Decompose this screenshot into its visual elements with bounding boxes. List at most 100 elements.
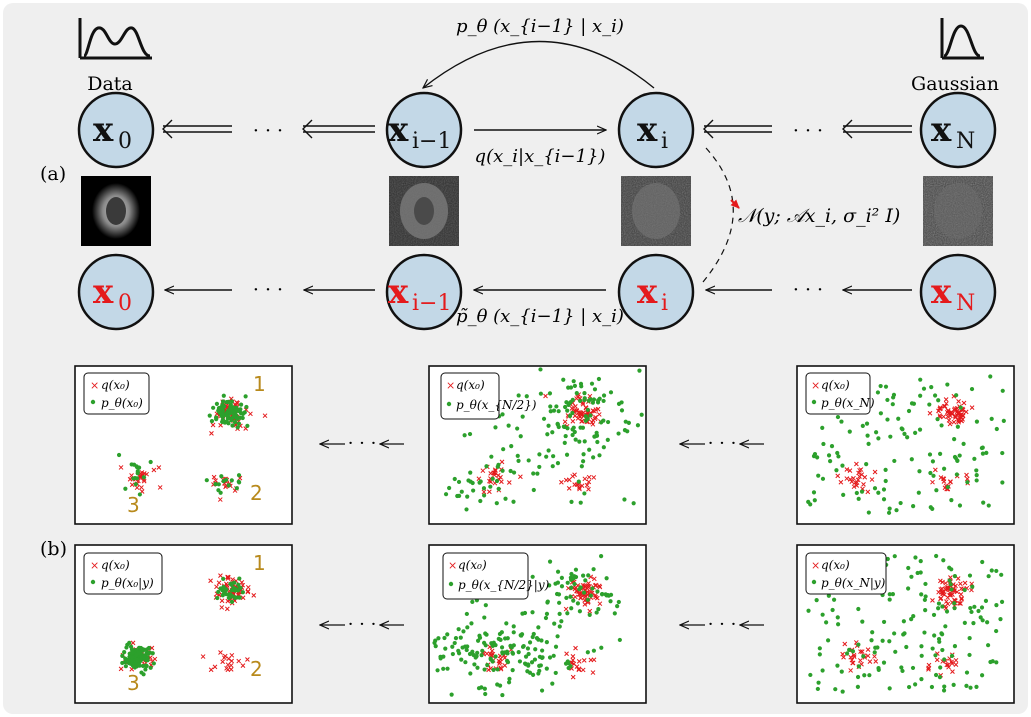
green-sample-marker [919,677,924,682]
green-sample-marker [235,425,240,430]
green-sample-marker [985,620,990,625]
green-sample-marker [970,584,975,589]
red-sample-marker [944,662,950,668]
red-sample-marker [946,418,952,423]
red-sample-marker [499,459,505,465]
node-top-xN: x N [919,91,997,169]
green-sample-marker [461,629,466,634]
cluster-number-2: 2 [250,657,263,681]
red-sample-marker [229,658,234,664]
green-sample-marker [224,592,229,597]
panel-label-a: (a) [40,163,66,185]
legend-q-label: q(x₀) [821,558,850,572]
green-sample-marker [608,390,614,395]
red-sample-marker [586,479,592,485]
green-sample-marker [589,381,595,386]
red-sample-marker [945,601,951,607]
likelihood-dashed-curve [702,147,734,283]
arrow-r2-right: · · · [680,614,764,635]
green-sample-marker [506,423,511,428]
green-sample-marker [550,681,555,686]
node-bottom-xim1: x i−1 [385,253,463,331]
green-sample-marker [936,606,941,611]
green-sample-marker [969,386,975,392]
red-sample-marker [570,653,576,659]
green-sample-marker [141,672,146,677]
green-sample-marker [537,464,542,470]
red-sample-marker [222,653,228,659]
green-sample-marker [222,412,227,417]
legend-p-label: p_θ(x₀) [101,396,143,410]
green-sample-marker [555,461,561,466]
green-sample-marker [1001,418,1006,423]
green-sample-marker [138,646,143,651]
green-sample-marker [935,417,940,422]
arrow-r2-left: · · · [320,614,404,635]
node-top-xi-label: x [637,110,658,150]
green-sample-marker [986,574,991,579]
green-sample-marker [878,411,883,416]
cluster-number-2: 2 [250,481,263,505]
green-sample-marker [213,482,218,487]
red-sample-marker [582,602,588,607]
legend-p-label: p_θ(x_N) [821,396,875,410]
red-sample-marker [563,606,569,612]
red-sample-marker [130,640,136,646]
green-sample-marker [599,420,604,425]
red-sample-marker [941,479,947,484]
green-sample-marker [229,478,234,483]
cluster-number-3: 3 [127,671,140,695]
green-sample-marker [980,559,985,565]
green-sample-marker [127,654,132,659]
green-sample-marker [631,501,636,506]
node-top-xN-sub: N [956,129,975,154]
green-sample-marker [475,650,480,655]
green-sample-marker [573,567,579,572]
red-sample-marker [857,658,863,663]
red-sample-marker [945,414,951,419]
green-sample-marker [951,682,956,687]
green-sample-marker [860,423,865,428]
green-sample-marker [570,397,575,402]
green-sample-marker [222,420,228,425]
green-sample-marker [806,608,811,613]
green-sample-marker [883,384,889,389]
red-sample-marker [927,410,933,416]
green-sample-marker [238,407,243,412]
green-sample-marker [883,478,888,484]
gaussian-distribution-icon [940,18,984,60]
red-sample-marker [506,480,512,485]
green-sample-marker [866,441,871,446]
red-sample-marker [141,471,147,476]
green-sample-marker [892,458,897,464]
green-sample-marker [489,454,494,459]
green-sample-marker [962,620,967,626]
red-sample-marker [245,657,250,662]
node-top-xim1-sub: i−1 [412,129,451,154]
red-sample-marker [225,574,230,580]
green-sample-marker [811,490,817,495]
green-sample-marker [468,671,473,676]
green-sample-marker [567,413,573,419]
green-sample-marker [881,487,887,492]
red-sample-marker [841,654,846,660]
green-sample-marker [572,581,577,587]
green-sample-marker [229,599,235,605]
green-sample-marker [469,621,474,626]
between-plot-arrows: · · · · · · · · · · · · [320,433,764,635]
red-sample-marker [223,581,229,587]
red-sample-marker [964,472,969,478]
red-sample-marker [957,600,962,606]
red-sample-marker [930,597,935,603]
red-sample-marker [959,596,965,601]
green-sample-marker [581,459,586,464]
green-sample-marker [928,470,933,476]
green-sample-marker [464,647,469,653]
green-sample-marker [957,453,962,458]
red-sample-marker [852,480,858,485]
red-sample-marker [584,482,590,488]
green-sample-marker [929,385,934,390]
green-sample-marker [887,639,892,644]
green-sample-marker [833,687,838,692]
green-sample-marker [144,647,149,652]
